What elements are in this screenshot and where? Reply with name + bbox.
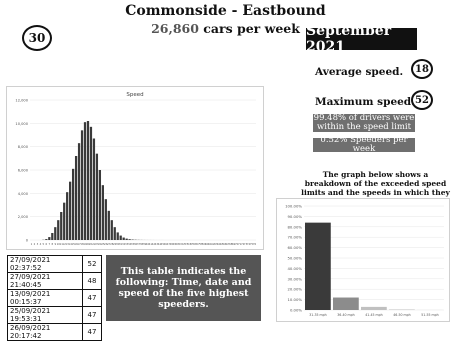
histogram-title: Speed bbox=[126, 92, 143, 98]
histogram-bar bbox=[108, 211, 110, 240]
speeder-datetime: 27/09/2021 02:37:52 bbox=[8, 256, 83, 273]
exceeded-y-tick: 70.00% bbox=[288, 235, 303, 240]
histogram-bar bbox=[90, 127, 92, 240]
exceeded-chart-frame bbox=[277, 199, 450, 322]
histogram-bar bbox=[78, 143, 80, 240]
exceeded-x-tick: 51-55 mph bbox=[421, 313, 438, 317]
histogram-y-tick: 4,000 bbox=[18, 192, 29, 196]
speed-limit-badge: 30 bbox=[22, 25, 52, 51]
histogram-bar bbox=[128, 239, 130, 240]
speed-histogram: Speed 02,0004,0006,0008,00010,00012,000 … bbox=[6, 86, 264, 250]
histogram-bar bbox=[123, 238, 125, 240]
car-count-suffix: cars per week bbox=[199, 21, 300, 36]
maximum-speed-label: Maximum speed. bbox=[315, 96, 415, 108]
histogram-bar bbox=[72, 169, 74, 240]
exceeded-y-tick: 80.00% bbox=[288, 224, 303, 229]
speeder-datetime: 27/09/2021 21:40:45 bbox=[8, 273, 83, 290]
histogram-bar bbox=[57, 220, 59, 240]
speeders-box: 0.52% Speeders per week bbox=[313, 138, 415, 152]
car-count-value: 26,860 bbox=[151, 21, 199, 36]
speeder-speed: 47 bbox=[83, 307, 102, 324]
page-title: Commonside - Eastbound bbox=[0, 3, 451, 19]
exceeded-y-tick: 40.00% bbox=[288, 266, 303, 271]
histogram-bar bbox=[96, 154, 98, 240]
histogram-bar bbox=[60, 212, 62, 240]
histogram-bar bbox=[102, 185, 104, 240]
exceeded-y-tick: 10.00% bbox=[288, 297, 303, 302]
histogram-bar bbox=[54, 227, 56, 240]
exceeded-x-tick: 31-35 mph bbox=[309, 313, 326, 317]
maximum-speed-value: 52 bbox=[411, 90, 433, 110]
exceeded-y-tick: 100.00% bbox=[285, 204, 302, 209]
histogram-x-tick: 76 bbox=[253, 242, 257, 246]
exceeded-y-tick: 30.00% bbox=[288, 276, 303, 281]
exceeded-y-tick: 60.00% bbox=[288, 245, 303, 250]
histogram-y-tick: 12,000 bbox=[15, 99, 28, 103]
speeder-speed: 52 bbox=[83, 256, 102, 273]
average-speed-value: 18 bbox=[411, 59, 433, 79]
histogram-bar bbox=[120, 236, 122, 240]
histogram-bar bbox=[84, 122, 86, 240]
histogram-y-tick: 2,000 bbox=[18, 215, 29, 219]
speeder-datetime: 26/09/2021 20:17:42 bbox=[8, 324, 83, 341]
histogram-bar bbox=[126, 239, 128, 240]
exceeded-x-tick: 46-50 mph bbox=[393, 313, 410, 317]
histogram-bar bbox=[93, 139, 95, 241]
exceeded-bar bbox=[333, 298, 359, 310]
histogram-bar bbox=[69, 182, 71, 240]
exceeded-speed-chart: 0.00% 10.00% 20.00% 30.00% 40.00% 50.00% 60.00… bbox=[276, 198, 450, 322]
exceeded-y-tick: 0.00% bbox=[290, 308, 302, 313]
histogram-bar bbox=[66, 192, 68, 240]
histogram-bar bbox=[48, 237, 50, 240]
histogram-bar bbox=[117, 232, 119, 240]
histogram-bar bbox=[81, 130, 83, 240]
speeder-speed: 48 bbox=[83, 273, 102, 290]
histogram-bar bbox=[114, 227, 116, 240]
histogram-y-tick: 6,000 bbox=[18, 169, 29, 173]
histogram-y-tick: 8,000 bbox=[18, 145, 29, 149]
exceeded-bar bbox=[361, 307, 387, 310]
histogram-bar bbox=[45, 239, 47, 240]
top-speeders-note: This table indicates the following: Time… bbox=[106, 255, 261, 321]
exceeded-bar bbox=[305, 223, 331, 310]
exceeded-y-tick: 20.00% bbox=[288, 287, 303, 292]
histogram-bar bbox=[75, 156, 77, 240]
month-banner: September 2021 bbox=[306, 28, 417, 50]
speeder-speed: 47 bbox=[83, 324, 102, 341]
histogram-bar bbox=[105, 199, 107, 240]
histogram-bar bbox=[51, 233, 53, 240]
exceeded-y-tick: 90.00% bbox=[288, 214, 303, 219]
exceeded-bar bbox=[389, 309, 415, 310]
histogram-bar bbox=[63, 203, 65, 240]
exceeded-x-tick: 36-40 mph bbox=[337, 313, 354, 317]
histogram-bar bbox=[99, 170, 101, 240]
exceeded-x-tick: 41-45 mph bbox=[365, 313, 382, 317]
histogram-bar bbox=[111, 220, 113, 240]
speeder-speed: 47 bbox=[83, 290, 102, 307]
within-limit-box: 99.48% of drivers were within the speed … bbox=[313, 114, 415, 132]
exceeded-y-tick: 50.00% bbox=[288, 256, 303, 261]
average-speed-label: Average speed. bbox=[315, 66, 403, 78]
histogram-y-tick: 10,000 bbox=[15, 122, 28, 126]
histogram-frame bbox=[7, 87, 264, 250]
speeder-datetime: 25/09/2021 19:53:31 bbox=[8, 307, 83, 324]
histogram-bar bbox=[87, 121, 89, 240]
speeder-datetime: 13/09/2021 00:15:37 bbox=[8, 290, 83, 307]
